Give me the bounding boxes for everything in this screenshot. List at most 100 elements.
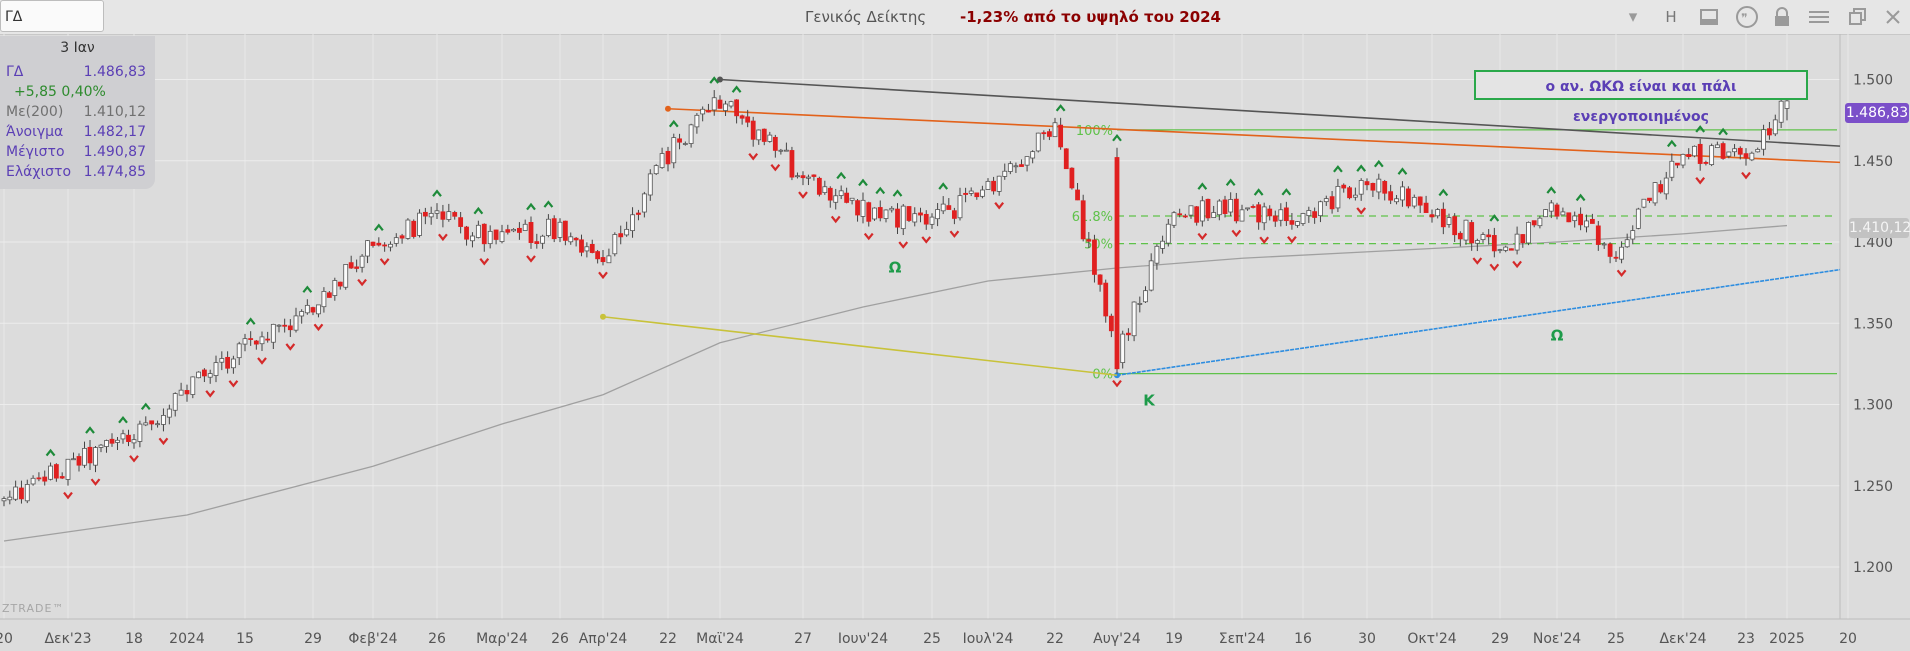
headline: -1,23% από το υψηλό του 2024 (960, 8, 1221, 26)
x-tick-label: Νοε'24 (1533, 631, 1581, 647)
fractal-up-marker (836, 171, 847, 180)
candle-up (1245, 207, 1250, 210)
x-tick-label: Ιουν'24 (838, 631, 888, 647)
candle-up (1630, 230, 1636, 240)
candle-down (551, 218, 557, 240)
candle-down (184, 390, 190, 395)
fractal-up-marker (1397, 167, 1408, 175)
candle-down (1341, 184, 1347, 189)
pattern-label: Κ (1143, 392, 1156, 410)
candle-down (1452, 216, 1458, 236)
x-tick-label: 18 (125, 631, 143, 647)
candle-up (1641, 198, 1647, 208)
candle-down (1370, 182, 1376, 191)
candle-up (985, 180, 991, 190)
info-date: 3 Ιαν (60, 40, 95, 56)
candle-up (900, 205, 906, 230)
candle-down (677, 138, 682, 143)
candle-up (778, 149, 784, 152)
candle-up (393, 237, 399, 244)
candle-down (974, 192, 980, 198)
candle-up (93, 447, 98, 466)
info-value: 1.482,17 (83, 124, 146, 140)
fractal-up-marker (45, 448, 56, 457)
info-panel: 3 Ιαν ΓΔ 1.486,83 +5,85 0,40% Με(200) 1.… (0, 36, 155, 189)
quote-icon[interactable]: ❞ (1734, 4, 1760, 30)
candle-down (370, 241, 376, 246)
candle-down (505, 229, 511, 233)
annotation-box[interactable]: ο αν. ΩΚΩ είναι και πάλι ενεργοποιημένος (1474, 70, 1808, 125)
candle-up (7, 496, 13, 501)
candle-down (458, 217, 464, 227)
chevron-down-icon[interactable]: ▾ (1628, 7, 1638, 27)
candle-down (595, 251, 601, 260)
candle-up (784, 149, 789, 152)
candle-up (1216, 200, 1222, 216)
top-bar: ΓΔ Γενικός Δείκτης -1,23% από το υψηλό τ… (0, 0, 1910, 35)
candle-up (293, 315, 299, 331)
candle-up (929, 216, 935, 225)
close-icon[interactable] (1880, 4, 1906, 30)
candle-up (475, 224, 481, 238)
candle-up (1228, 199, 1234, 213)
panel-icon[interactable] (1696, 4, 1722, 30)
candle-down (1767, 128, 1772, 136)
candle-down (1069, 167, 1075, 189)
fractal-down-marker (770, 163, 781, 172)
svg-text:❞: ❞ (1741, 11, 1747, 25)
candle-up (1726, 151, 1732, 157)
fractal-down-marker (949, 230, 960, 238)
candle-up (155, 423, 160, 426)
candle-down (1737, 147, 1743, 155)
x-tick-label: 25 (923, 631, 941, 647)
candle-up (1143, 290, 1148, 303)
candle-up (236, 343, 242, 359)
x-tick-label: 22 (1046, 631, 1064, 647)
candle-up (980, 189, 985, 197)
candle-down (1058, 124, 1064, 148)
candle-down (816, 177, 822, 195)
candle-up (161, 415, 166, 425)
candle-up (172, 393, 178, 411)
price-chart[interactable]: 100%61.8%50%0% ΩΚΩ 1.2001.2501.3001.3501… (0, 34, 1910, 651)
candle-up (131, 439, 137, 444)
candle-up (1188, 205, 1194, 216)
candle-up (1526, 222, 1531, 244)
fractal-up-marker (875, 186, 886, 195)
y-tick-label: 1.400 (1853, 235, 1893, 251)
candle-down (1429, 214, 1435, 218)
candle-up (115, 439, 120, 443)
fractal-down-marker (90, 478, 101, 486)
fractal-up-marker (1281, 188, 1292, 196)
candle-up (728, 101, 734, 107)
restore-icon[interactable] (1845, 4, 1871, 30)
candle-up (1352, 194, 1358, 198)
fractal-down-marker (1741, 171, 1751, 180)
fractal-down-marker (357, 278, 367, 287)
candle-up (688, 124, 694, 144)
y-tick-label: 1.450 (1853, 154, 1893, 170)
h-button[interactable]: H (1665, 8, 1677, 26)
fractal-up-marker (85, 426, 95, 434)
candle-up (1035, 132, 1041, 152)
candle-up (1165, 223, 1171, 244)
x-tick-label: 16 (1294, 631, 1312, 647)
candle-down (1086, 239, 1092, 242)
candle-up (321, 291, 327, 308)
candle-up (405, 219, 411, 239)
candle-up (659, 153, 665, 168)
fractal-down-marker (257, 357, 267, 365)
lock-icon[interactable] (1769, 4, 1795, 30)
fractal-down-marker (438, 233, 448, 242)
fractal-down-marker (1287, 236, 1297, 244)
candle-up (270, 323, 276, 343)
candle-down (1388, 191, 1394, 201)
candle-up (889, 207, 895, 211)
last-price-tag: 1.486,83 (1845, 103, 1909, 123)
fractal-up-marker (709, 76, 720, 84)
candle-down (1041, 132, 1047, 135)
candle-down (287, 325, 293, 331)
menu-icon[interactable] (1806, 4, 1832, 30)
symbol-input[interactable]: ΓΔ (0, 0, 104, 32)
candle-up (1154, 245, 1160, 264)
